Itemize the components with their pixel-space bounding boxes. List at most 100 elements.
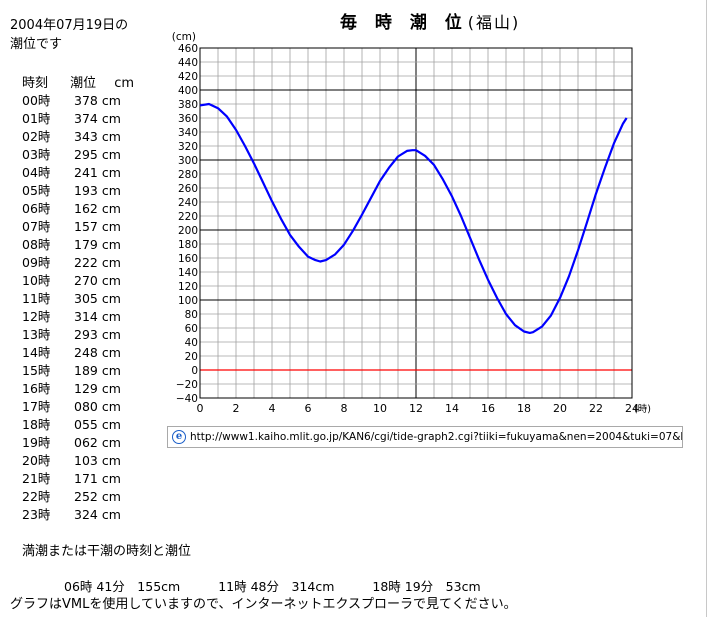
y-tick-label: 240 [178, 197, 198, 209]
row-level: 343 cm [74, 129, 121, 144]
y-tick-label: 120 [178, 281, 198, 293]
column-header-unit: cm [114, 76, 135, 91]
x-tick-label: 6 [305, 402, 312, 415]
row-hour: 14時 [22, 345, 51, 360]
table-row: 14時 248 cm [22, 342, 121, 361]
row-level: 193 cm [74, 183, 121, 198]
row-hour: 20時 [22, 453, 51, 468]
table-row: 10時 270 cm [22, 270, 121, 289]
row-hour: 10時 [22, 273, 51, 288]
y-tick-label: 260 [178, 183, 198, 195]
x-tick-label: 10 [373, 402, 387, 415]
high-low-title: 満潮または干潮の時刻と潮位 [22, 544, 192, 559]
x-tick-label: 2 [233, 402, 240, 415]
y-tick-label: 380 [178, 99, 198, 111]
row-level: 222 cm [74, 255, 121, 270]
row-level: 189 cm [74, 363, 121, 378]
x-tick-label: 18 [517, 402, 531, 415]
row-hour: 00時 [22, 93, 51, 108]
row-level: 080 cm [74, 399, 121, 414]
y-tick-label: 360 [178, 113, 198, 125]
row-level: 252 cm [74, 489, 121, 504]
row-hour: 17時 [22, 399, 51, 414]
y-tick-label: 340 [178, 127, 198, 139]
table-row: 11時 305 cm [22, 288, 121, 307]
row-hour: 11時 [22, 291, 51, 306]
y-tick-label: 80 [185, 309, 198, 321]
table-row: 03時 295 cm [22, 144, 121, 163]
table-row: 01時 374 cm [22, 108, 121, 127]
y-tick-label: 0 [191, 365, 198, 377]
x-tick-label: 0 [197, 402, 204, 415]
table-row: 20時 103 cm [22, 450, 121, 469]
row-level: 314 cm [74, 309, 121, 324]
table-row: 12時 314 cm [22, 306, 121, 325]
y-tick-label: 300 [178, 155, 198, 167]
row-hour: 08時 [22, 237, 51, 252]
row-hour: 03時 [22, 147, 51, 162]
table-row: 21時 171 cm [22, 468, 121, 487]
high-low-item: 06時 41分 155cm [64, 579, 181, 594]
date-heading: 2004年07月19日の [10, 18, 129, 33]
row-level: 270 cm [74, 273, 121, 288]
row-level: 241 cm [74, 165, 121, 180]
y-tick-label: 320 [178, 141, 198, 153]
row-hour: 01時 [22, 111, 51, 126]
table-row: 19時 062 cm [22, 432, 121, 451]
row-hour: 21時 [22, 471, 51, 486]
x-tick-label: 24 [625, 402, 639, 415]
chart-title: 毎 時 潮 位(福山) [340, 8, 520, 33]
row-hour: 22時 [22, 489, 51, 504]
x-tick-label: 4 [269, 402, 276, 415]
y-tick-label: 160 [178, 253, 198, 265]
y-tick-label: −40 [176, 393, 198, 405]
y-tick-label: 220 [178, 211, 198, 223]
y-tick-label: 60 [185, 323, 198, 335]
table-header: 時刻 潮位 cm [22, 72, 134, 91]
date-heading-suffix: 潮位です [10, 37, 63, 52]
table-row: 00時 378 cm [22, 90, 121, 109]
url-text[interactable]: http://www1.kaiho.mlit.go.jp/KAN6/cgi/ti… [190, 431, 683, 443]
y-tick-label: 400 [178, 85, 198, 97]
plot-border [199, 47, 633, 399]
table-row: 04時 241 cm [22, 162, 121, 181]
row-level: 293 cm [74, 327, 121, 342]
y-tick-label: 420 [178, 71, 198, 83]
table-row: 09時 222 cm [22, 252, 121, 271]
tide-series-line [199, 102, 628, 334]
x-tick-label: 14 [445, 402, 459, 415]
row-hour: 02時 [22, 129, 51, 144]
url-bar[interactable]: e http://www1.kaiho.mlit.go.jp/KAN6/cgi/… [167, 426, 683, 448]
row-level: 171 cm [74, 471, 121, 486]
tide-chart: −40−200204060801001201401601802002202402… [172, 31, 651, 415]
x-tick-label: 8 [341, 402, 348, 415]
table-row: 22時 252 cm [22, 486, 121, 505]
y-tick-label: −20 [176, 379, 198, 391]
table-row: 18時 055 cm [22, 414, 121, 433]
row-level: 324 cm [74, 507, 121, 522]
x-axis-unit: (時) [634, 404, 651, 415]
column-header-level: 潮位 [70, 76, 97, 91]
high-low-values: 06時 41分 155cm 11時 48分 314cm 18時 19分 53cm [64, 576, 515, 595]
table-row: 15時 189 cm [22, 360, 121, 379]
row-level: 378 cm [74, 93, 121, 108]
table-row: 17時 080 cm [22, 396, 121, 415]
y-tick-label: 180 [178, 239, 198, 251]
table-row: 05時 193 cm [22, 180, 121, 199]
row-hour: 16時 [22, 381, 51, 396]
row-level: 062 cm [74, 435, 121, 450]
row-hour: 07時 [22, 219, 51, 234]
table-row: 23時 324 cm [22, 504, 121, 523]
y-tick-label: 100 [178, 295, 198, 307]
table-row: 16時 129 cm [22, 378, 121, 397]
column-header-time: 時刻 [22, 76, 49, 91]
y-tick-label: 20 [185, 351, 198, 363]
row-hour: 13時 [22, 327, 51, 342]
y-tick-label: 280 [178, 169, 198, 181]
row-hour: 09時 [22, 255, 51, 270]
row-level: 295 cm [74, 147, 121, 162]
table-row: 08時 179 cm [22, 234, 121, 253]
row-level: 248 cm [74, 345, 121, 360]
y-tick-label: 460 [178, 43, 198, 55]
vml-note: グラフはVMLを使用していますので、インターネットエクスプローラで見てください。 [10, 597, 517, 612]
